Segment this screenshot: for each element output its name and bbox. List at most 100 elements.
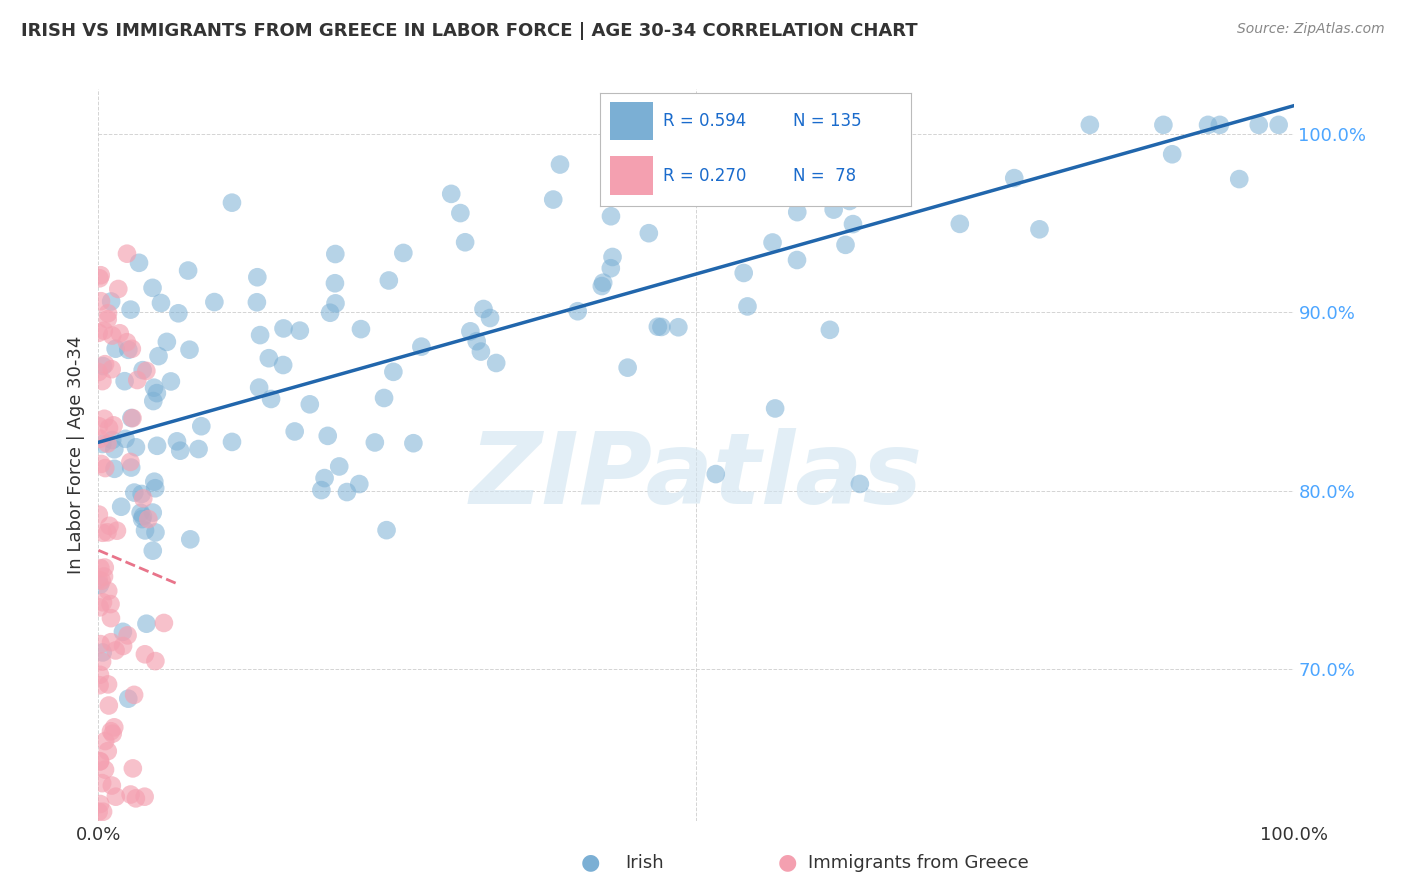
Point bbox=[134, 789, 156, 804]
Point bbox=[91, 525, 114, 540]
Point bbox=[94, 560, 117, 574]
Point bbox=[117, 343, 139, 357]
Point bbox=[89, 797, 111, 811]
Point bbox=[160, 375, 183, 389]
Point bbox=[319, 306, 342, 320]
Point bbox=[818, 323, 841, 337]
Point bbox=[633, 146, 655, 161]
Point bbox=[93, 411, 115, 425]
Point bbox=[94, 357, 117, 371]
Point bbox=[1152, 118, 1174, 132]
Point bbox=[949, 217, 972, 231]
Point bbox=[120, 460, 142, 475]
Point bbox=[91, 805, 114, 819]
Point bbox=[93, 569, 115, 583]
Point bbox=[105, 524, 128, 538]
Point bbox=[541, 193, 564, 207]
Point bbox=[221, 434, 243, 449]
Point bbox=[89, 561, 111, 575]
Point bbox=[375, 523, 398, 537]
Point bbox=[91, 359, 114, 373]
Point bbox=[470, 344, 492, 359]
Point bbox=[141, 281, 163, 295]
Point bbox=[89, 667, 111, 681]
Point bbox=[842, 217, 865, 231]
Point bbox=[1267, 118, 1289, 132]
Point bbox=[91, 374, 114, 388]
Text: ●: ● bbox=[778, 853, 797, 872]
Point bbox=[143, 481, 166, 495]
Point bbox=[94, 461, 117, 475]
Point bbox=[87, 805, 110, 819]
Point bbox=[177, 263, 200, 277]
Point bbox=[111, 624, 134, 639]
Point bbox=[145, 525, 167, 540]
Point bbox=[166, 434, 188, 449]
Point bbox=[89, 678, 111, 692]
Point bbox=[591, 279, 613, 293]
Point bbox=[323, 277, 346, 291]
Point bbox=[350, 322, 373, 336]
Point bbox=[89, 637, 111, 651]
Point bbox=[87, 508, 110, 522]
Text: Source: ZipAtlas.com: Source: ZipAtlas.com bbox=[1237, 22, 1385, 37]
Point bbox=[823, 202, 845, 217]
Point bbox=[761, 235, 783, 250]
Point bbox=[1161, 147, 1184, 161]
Point bbox=[121, 761, 143, 775]
Point bbox=[179, 343, 201, 357]
Point bbox=[97, 306, 120, 320]
Point bbox=[87, 326, 110, 340]
Point bbox=[104, 643, 127, 657]
Point bbox=[392, 246, 415, 260]
Point bbox=[91, 595, 114, 609]
Point bbox=[107, 282, 129, 296]
Point bbox=[156, 334, 179, 349]
Point bbox=[132, 491, 155, 506]
Point bbox=[659, 179, 682, 194]
Point bbox=[454, 235, 477, 250]
Text: ●: ● bbox=[581, 853, 600, 872]
Point bbox=[110, 500, 132, 514]
Point bbox=[323, 247, 346, 261]
Point bbox=[100, 611, 122, 625]
Point bbox=[146, 386, 169, 401]
Point bbox=[114, 374, 136, 388]
Text: IRISH VS IMMIGRANTS FROM GREECE IN LABOR FORCE | AGE 30-34 CORRELATION CHART: IRISH VS IMMIGRANTS FROM GREECE IN LABOR… bbox=[21, 22, 918, 40]
Point bbox=[1247, 118, 1270, 132]
Point bbox=[103, 720, 125, 734]
Point bbox=[112, 639, 135, 653]
Point bbox=[349, 477, 371, 491]
Point bbox=[257, 351, 280, 366]
Point bbox=[602, 250, 624, 264]
Point bbox=[89, 432, 111, 446]
Point bbox=[849, 477, 872, 491]
Point bbox=[91, 776, 114, 790]
Point bbox=[96, 436, 118, 450]
Point bbox=[148, 349, 170, 363]
Text: Irish: Irish bbox=[626, 854, 664, 871]
Point bbox=[124, 485, 146, 500]
Point bbox=[97, 744, 120, 758]
Point bbox=[100, 724, 122, 739]
Point bbox=[97, 312, 120, 326]
Point bbox=[103, 418, 125, 433]
Point bbox=[89, 755, 111, 769]
Point bbox=[100, 294, 122, 309]
Point bbox=[131, 363, 153, 377]
Point bbox=[89, 754, 111, 768]
Point bbox=[647, 319, 669, 334]
Point bbox=[284, 425, 307, 439]
Point bbox=[146, 439, 169, 453]
Point bbox=[131, 512, 153, 526]
Point bbox=[134, 524, 156, 538]
Point bbox=[131, 487, 153, 501]
Point bbox=[336, 485, 359, 500]
Point bbox=[96, 525, 118, 540]
Point bbox=[90, 268, 112, 283]
Point bbox=[382, 365, 405, 379]
Point bbox=[599, 261, 621, 276]
Point bbox=[134, 648, 156, 662]
Point bbox=[103, 442, 125, 457]
Point bbox=[246, 295, 269, 310]
